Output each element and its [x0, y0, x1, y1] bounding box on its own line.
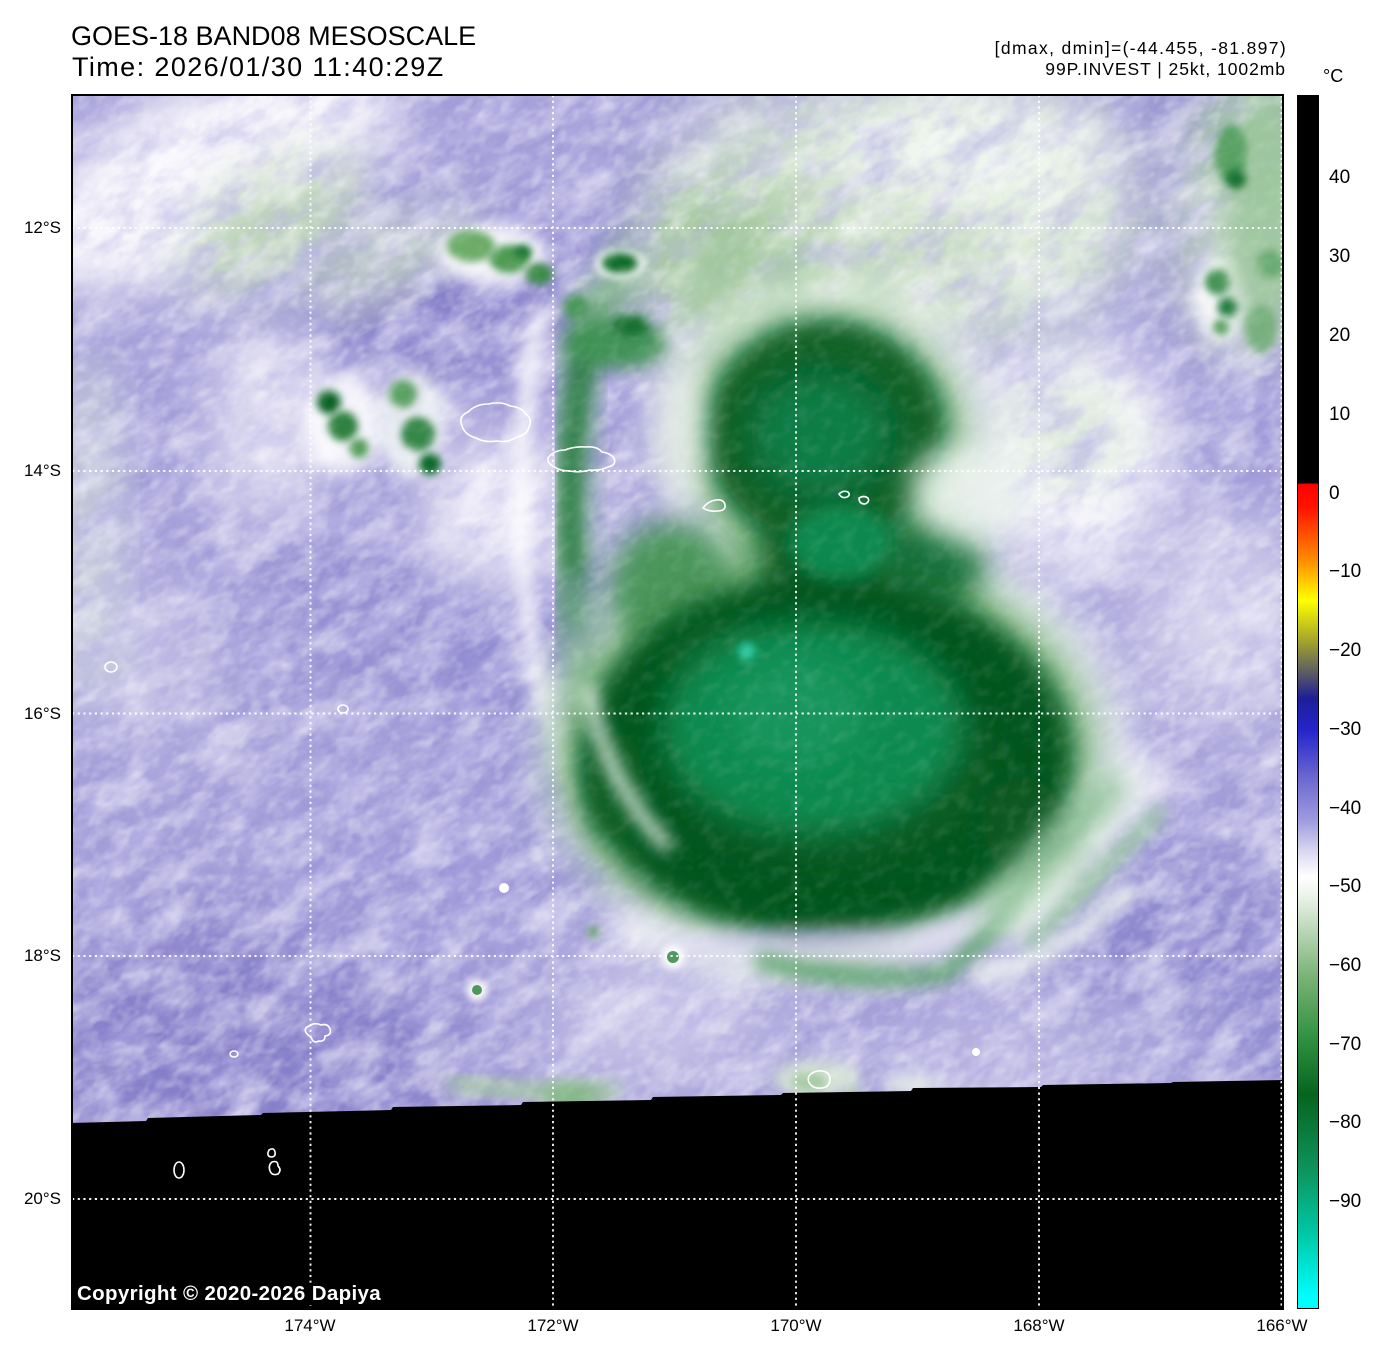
- svg-text:Copyright © 2020-2026 Dapiya: Copyright © 2020-2026 Dapiya: [77, 1282, 381, 1305]
